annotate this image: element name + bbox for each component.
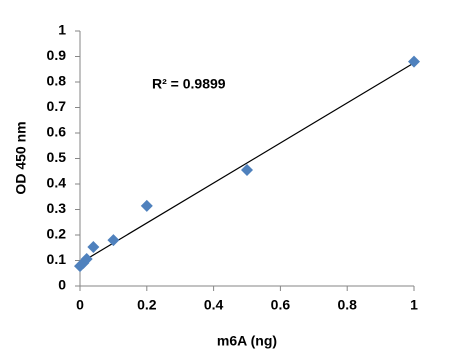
x-tick-label: 0 [76,297,84,313]
y-tick-label: 0.2 [47,226,67,242]
y-tick-label: 0.3 [47,200,67,216]
x-axis-title: m6A (ng) [217,333,277,349]
y-tick-label: 0.5 [47,149,67,165]
x-tick-label: 0.8 [337,297,357,313]
x-tick-label: 1 [410,297,418,313]
y-tick-label: 0.7 [47,98,67,114]
point [408,55,420,68]
y-tick-label: 0.8 [47,73,67,89]
trendline [79,62,415,264]
point [87,240,100,253]
point [80,252,93,265]
annotation: R² = 0.9899 [152,76,226,92]
y-tick-label: 0.1 [47,251,67,267]
point [241,163,253,176]
y-tick-label: 0.9 [47,47,67,63]
point [140,199,153,212]
x-tick-label: 0.2 [137,297,157,313]
x-tick-label: 0.4 [204,297,224,313]
x-tick-label: 0.6 [271,297,291,313]
y-tick-label: 0.6 [47,124,67,140]
y-tick-label: 0.4 [47,175,67,191]
y-tick-label: 0 [58,277,66,293]
y-axis-title: OD 450 nm [13,121,29,194]
point [107,234,120,247]
y-tick-label: 1 [58,22,66,38]
